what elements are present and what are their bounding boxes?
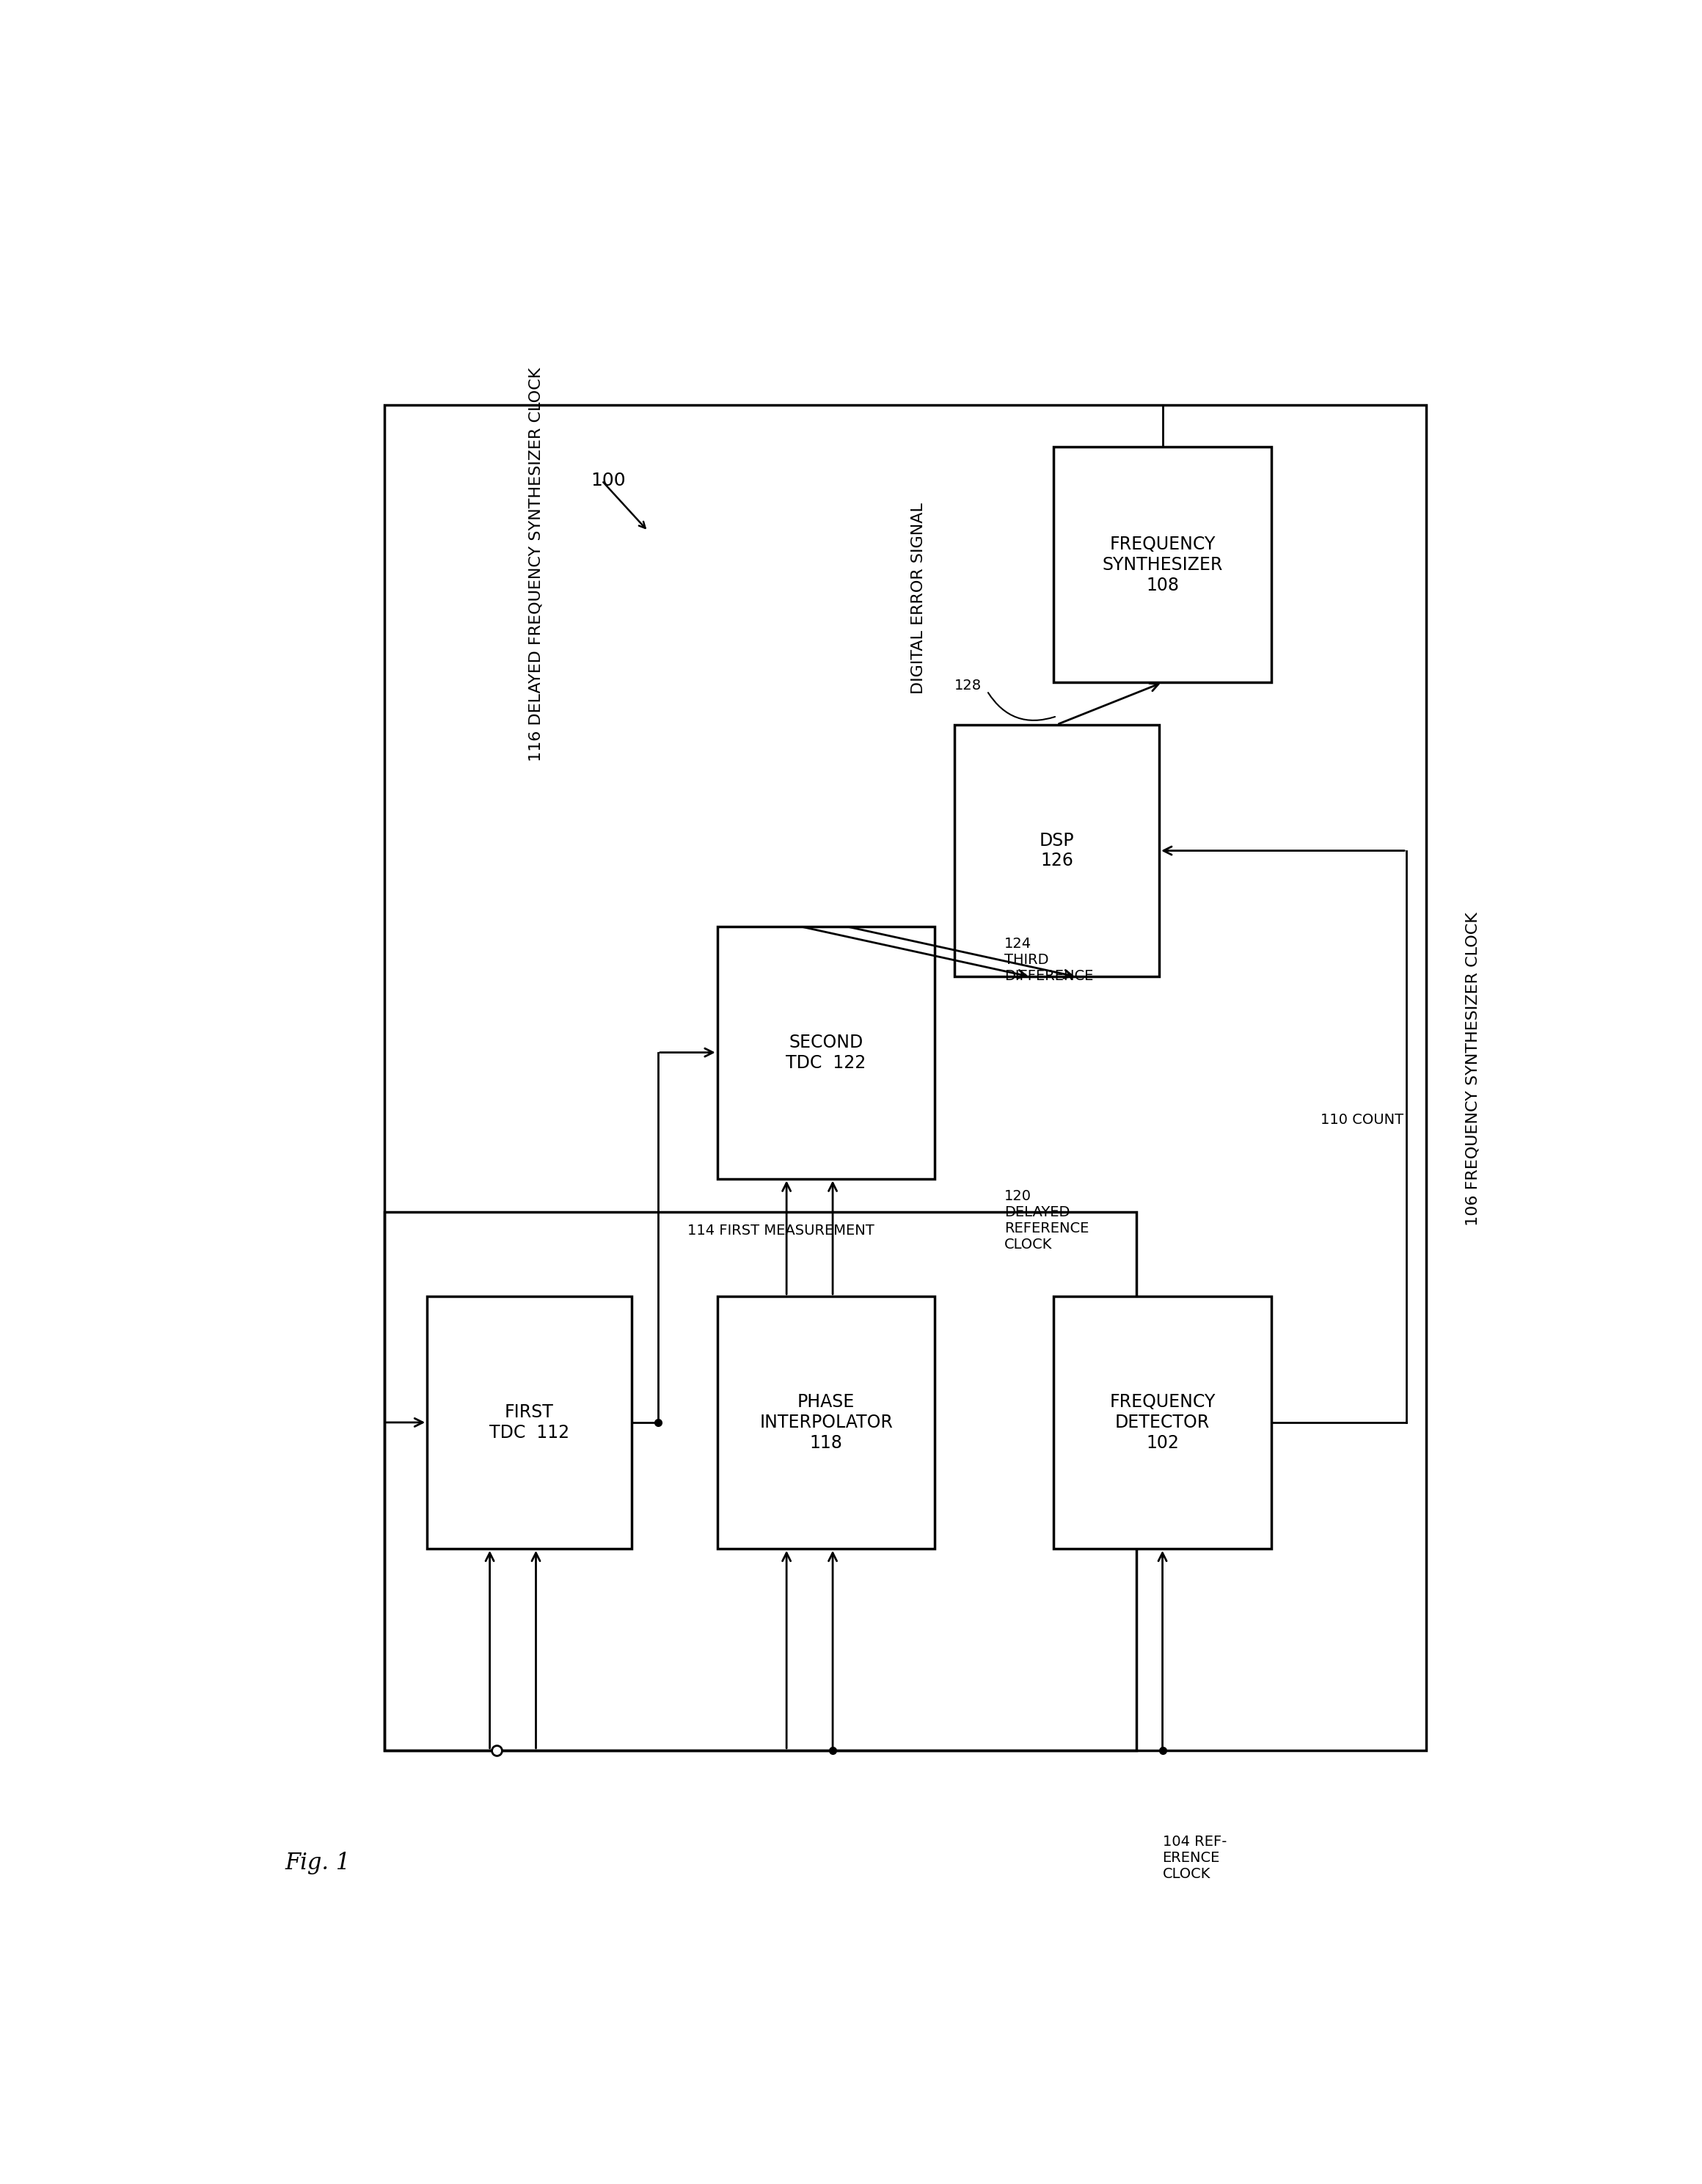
Text: Fig. 1: Fig. 1 bbox=[286, 1852, 351, 1874]
Text: PHASE
INTERPOLATOR
118: PHASE INTERPOLATOR 118 bbox=[759, 1393, 894, 1452]
Text: 104 REF-
ERENCE
CLOCK: 104 REF- ERENCE CLOCK bbox=[1162, 1835, 1227, 1880]
Text: 110 COUNT: 110 COUNT bbox=[1321, 1114, 1404, 1127]
FancyBboxPatch shape bbox=[717, 926, 934, 1179]
Text: FREQUENCY
DETECTOR
102: FREQUENCY DETECTOR 102 bbox=[1110, 1393, 1215, 1452]
Text: SECOND
TDC  122: SECOND TDC 122 bbox=[786, 1033, 866, 1072]
FancyBboxPatch shape bbox=[955, 725, 1159, 976]
Text: 106 FREQUENCY SYNTHESIZER CLOCK: 106 FREQUENCY SYNTHESIZER CLOCK bbox=[1465, 913, 1479, 1225]
Text: 100: 100 bbox=[591, 472, 626, 489]
FancyBboxPatch shape bbox=[717, 1297, 934, 1548]
Text: 120
DELAYED
REFERENCE
CLOCK: 120 DELAYED REFERENCE CLOCK bbox=[1004, 1190, 1089, 1251]
FancyBboxPatch shape bbox=[1054, 448, 1271, 681]
Text: 124
THIRD
DIFFERENCE: 124 THIRD DIFFERENCE bbox=[1004, 937, 1093, 983]
Text: FIRST
TDC  112: FIRST TDC 112 bbox=[488, 1404, 570, 1441]
Text: 128: 128 bbox=[955, 679, 982, 692]
FancyBboxPatch shape bbox=[1054, 1297, 1271, 1548]
Text: DSP
126: DSP 126 bbox=[1040, 832, 1074, 869]
Text: DIGITAL ERROR SIGNAL: DIGITAL ERROR SIGNAL bbox=[911, 502, 926, 695]
Text: 116 DELAYED FREQUENCY SYNTHESIZER CLOCK: 116 DELAYED FREQUENCY SYNTHESIZER CLOCK bbox=[529, 367, 543, 762]
FancyBboxPatch shape bbox=[427, 1297, 631, 1548]
Text: 114 FIRST MEASUREMENT: 114 FIRST MEASUREMENT bbox=[688, 1223, 875, 1238]
Text: FREQUENCY
SYNTHESIZER
108: FREQUENCY SYNTHESIZER 108 bbox=[1103, 535, 1222, 594]
